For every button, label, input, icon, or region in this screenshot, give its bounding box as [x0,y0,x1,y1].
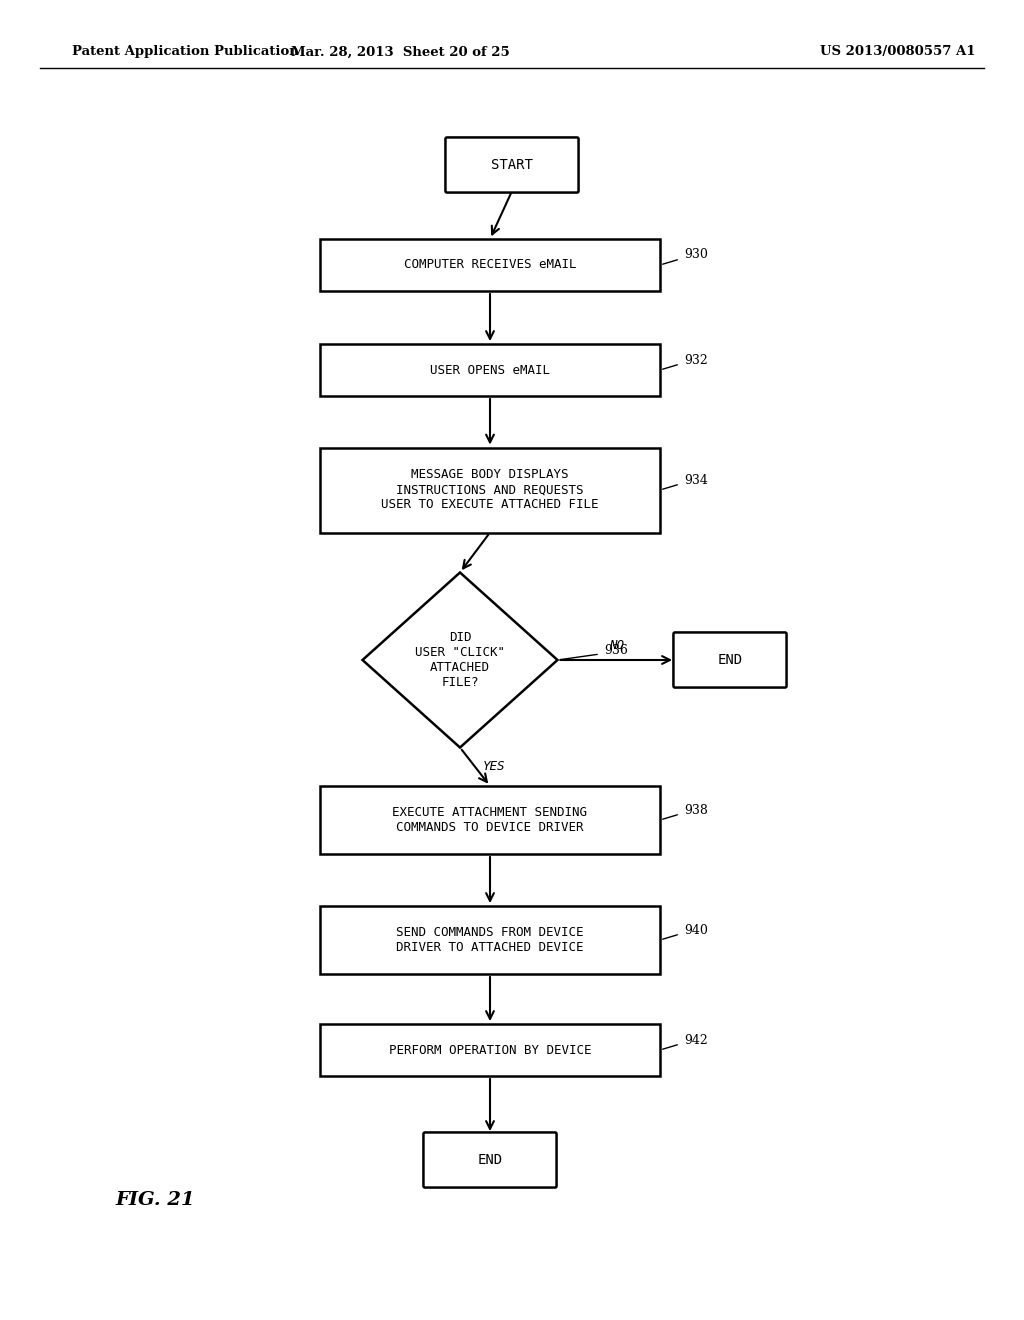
Bar [319,785,660,854]
Text: 936: 936 [604,644,628,656]
Text: SEND COMMANDS FROM DEVICE
DRIVER TO ATTACHED DEVICE: SEND COMMANDS FROM DEVICE DRIVER TO ATTA… [396,927,584,954]
Text: 940: 940 [684,924,708,936]
Text: YES: YES [483,760,506,774]
Polygon shape [362,573,557,747]
FancyBboxPatch shape [445,137,579,193]
Text: FIG. 21: FIG. 21 [115,1191,195,1209]
FancyBboxPatch shape [674,632,786,688]
Text: Mar. 28, 2013  Sheet 20 of 25: Mar. 28, 2013 Sheet 20 of 25 [291,45,509,58]
Text: 930: 930 [684,248,708,261]
Bar [319,906,660,974]
Bar [319,345,660,396]
Text: END: END [718,653,742,667]
Text: EXECUTE ATTACHMENT SENDING
COMMANDS TO DEVICE DRIVER: EXECUTE ATTACHMENT SENDING COMMANDS TO D… [392,807,588,834]
Text: 942: 942 [684,1034,708,1047]
Text: 938: 938 [684,804,708,817]
Bar [319,447,660,532]
Text: PERFORM OPERATION BY DEVICE: PERFORM OPERATION BY DEVICE [389,1044,591,1056]
Text: DID
USER "CLICK"
ATTACHED
FILE?: DID USER "CLICK" ATTACHED FILE? [415,631,505,689]
FancyBboxPatch shape [424,1133,557,1188]
Bar [319,1024,660,1076]
Text: NO: NO [608,639,624,652]
Text: START: START [492,158,532,172]
Text: 932: 932 [684,354,708,367]
Text: COMPUTER RECEIVES eMAIL: COMPUTER RECEIVES eMAIL [403,259,577,272]
Text: USER OPENS eMAIL: USER OPENS eMAIL [430,363,550,376]
Text: MESSAGE BODY DISPLAYS
INSTRUCTIONS AND REQUESTS
USER TO EXECUTE ATTACHED FILE: MESSAGE BODY DISPLAYS INSTRUCTIONS AND R… [381,469,599,511]
Text: END: END [477,1152,503,1167]
Text: Patent Application Publication: Patent Application Publication [72,45,299,58]
Text: US 2013/0080557 A1: US 2013/0080557 A1 [820,45,976,58]
Text: 934: 934 [684,474,708,487]
Bar [319,239,660,290]
